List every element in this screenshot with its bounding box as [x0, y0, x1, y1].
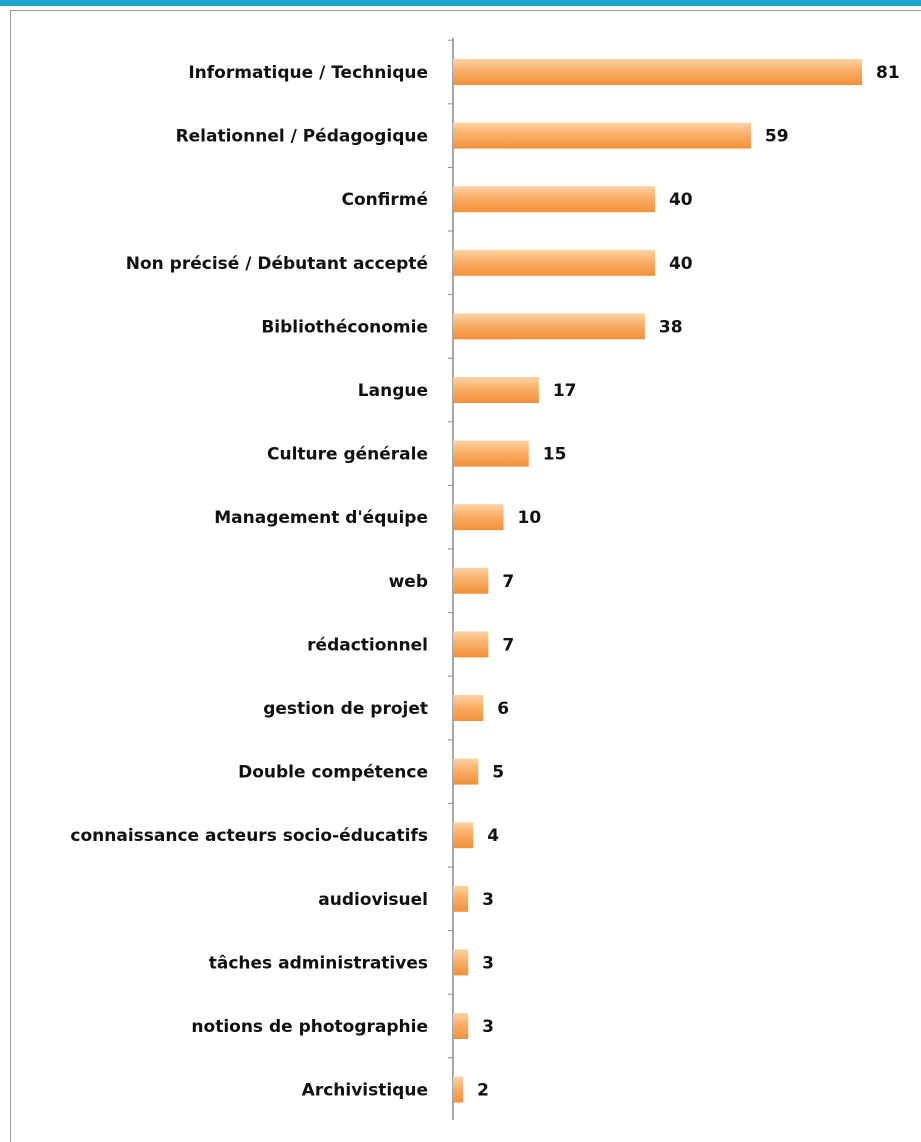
category-label: Informatique / Technique [188, 63, 428, 83]
value-label: 5 [492, 763, 504, 783]
bar [453, 1013, 469, 1039]
category-label: Confirmé [342, 190, 429, 210]
category-label: Langue [358, 381, 428, 401]
bar [453, 122, 751, 149]
bar [453, 758, 479, 785]
value-label: 59 [765, 127, 789, 147]
frame [10, 10, 921, 1142]
value-label: 7 [502, 635, 514, 655]
category-label: audiovisuel [318, 890, 428, 910]
bar [453, 249, 655, 276]
value-label: 10 [517, 508, 541, 528]
bar [453, 377, 539, 403]
value-label: 17 [553, 381, 577, 401]
value-label: 2 [477, 1081, 489, 1101]
bar [453, 567, 489, 594]
category-label: notions de photographie [191, 1017, 428, 1037]
value-label: 40 [669, 254, 693, 274]
category-label: Relationnel / Pédagogique [176, 127, 428, 147]
category-label: Management d'équipe [214, 508, 428, 528]
category-label: tâches administratives [209, 953, 428, 973]
value-label: 38 [659, 317, 683, 337]
category-label: Archivistique [302, 1081, 428, 1101]
value-label: 7 [502, 572, 514, 592]
bar [453, 504, 504, 531]
category-label: Culture générale [267, 445, 428, 465]
category-label: Double compétence [238, 763, 428, 783]
bar [453, 631, 489, 658]
bar [453, 313, 645, 340]
value-label: 3 [482, 890, 494, 910]
value-label: 6 [497, 699, 509, 719]
value-label: 81 [876, 63, 900, 83]
value-label: 15 [543, 445, 567, 465]
bar [453, 59, 862, 85]
value-label: 3 [482, 1017, 494, 1037]
category-label: connaissance acteurs socio-éducatifs [70, 826, 428, 846]
top-border [0, 0, 921, 6]
bar [453, 885, 469, 912]
value-label: 3 [482, 953, 494, 973]
bar [453, 1076, 464, 1103]
bar [453, 949, 469, 976]
category-label: gestion de projet [263, 699, 428, 719]
value-label: 4 [487, 826, 499, 846]
bar [453, 186, 655, 213]
category-label: Non précisé / Débutant accepté [126, 254, 428, 274]
value-label: 40 [669, 190, 693, 210]
bar [453, 695, 484, 721]
category-label: Bibliothéconomie [261, 317, 428, 337]
category-label: rédactionnel [307, 635, 428, 655]
bar [453, 440, 529, 467]
category-label: web [389, 572, 428, 592]
bar [453, 822, 474, 849]
